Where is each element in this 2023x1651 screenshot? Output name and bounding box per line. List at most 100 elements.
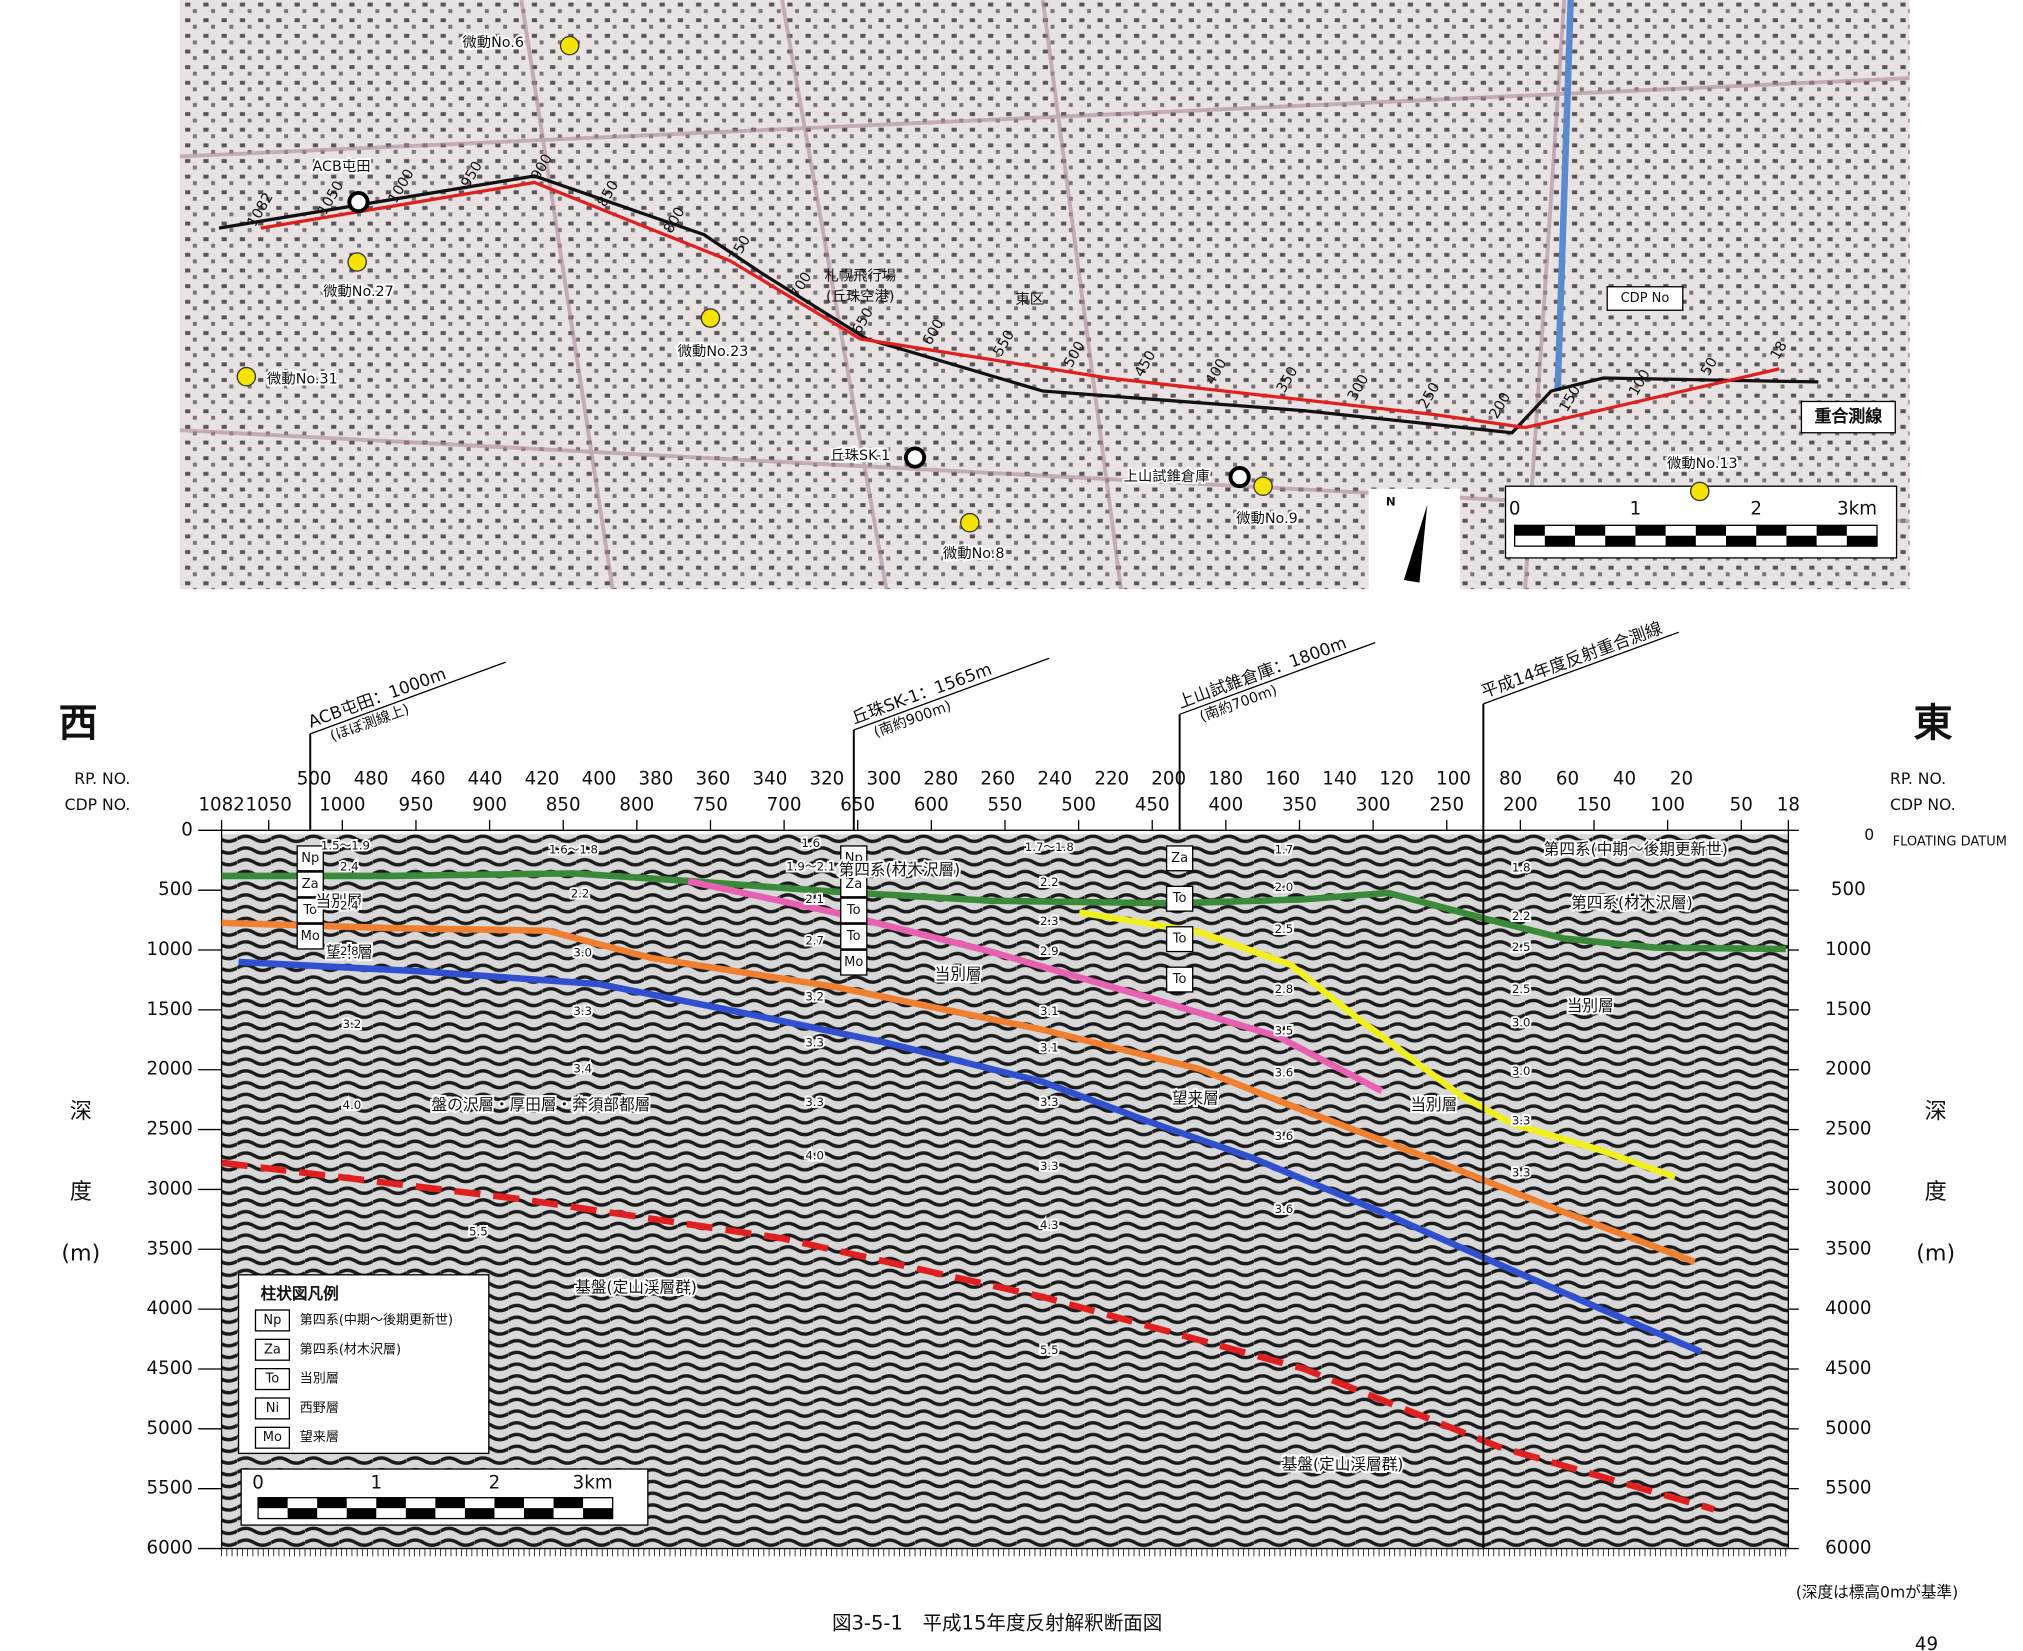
horizon-orange xyxy=(221,919,1696,1265)
layer-label: 基盤(定山渓層群) xyxy=(1282,1455,1404,1474)
rp-label: RP. NO. xyxy=(1890,769,1946,788)
velocity-label: 2.1 xyxy=(805,892,824,906)
velocity-label: 2.2 xyxy=(1040,875,1059,889)
layer-label: 第四系(中期～後期更新世) xyxy=(1544,839,1728,858)
cdp-tick-label: 750 xyxy=(693,795,728,816)
cdp-tick-label: 550 xyxy=(988,795,1023,816)
scale-cell xyxy=(346,1508,377,1519)
scale-cell xyxy=(1635,525,1666,536)
depth-tick-label: 1500 xyxy=(1825,999,1871,1020)
legend-code-box xyxy=(254,1397,291,1420)
scale-label: 3km xyxy=(1837,499,1877,520)
layer-label: 当別層 xyxy=(935,965,982,984)
line-name-box xyxy=(1800,400,1896,434)
column-cell xyxy=(840,845,868,872)
layer-label: 第四系(材木沢層) xyxy=(1571,893,1693,912)
cdp-tick-label: 350 xyxy=(1282,795,1317,816)
velocity-label: 2.2 xyxy=(1512,909,1531,923)
velocity-label: 2.9 xyxy=(1040,944,1059,958)
legend-label: 西野層 xyxy=(300,1401,339,1416)
basement-top xyxy=(221,1159,1715,1513)
microtremor-label: 微動No.13 xyxy=(1667,455,1738,472)
scale-cell xyxy=(523,1508,554,1519)
layer-label: 望来層 xyxy=(326,942,373,961)
rp-tick-label: 100 xyxy=(1436,768,1471,789)
column-code: Mo xyxy=(301,929,320,944)
velocity-label: 3.3 xyxy=(805,1035,824,1049)
scale-cell xyxy=(317,1497,347,1509)
scale-label: 2 xyxy=(489,1472,501,1493)
microtremor-label: 微動No.9 xyxy=(1236,510,1298,527)
depth-tick-label: 5500 xyxy=(1825,1478,1871,1499)
rp-tick-label: 80 xyxy=(1499,768,1522,789)
rp-tick-label: 460 xyxy=(411,768,446,789)
depth-tick-label: 4500 xyxy=(147,1358,193,1379)
velocity-label: 2.0 xyxy=(1275,880,1294,894)
depth-tick-label: 4500 xyxy=(1825,1358,1871,1379)
cdp-tick-label: 300 xyxy=(1356,795,1391,816)
rp-tick-label: 300 xyxy=(866,768,901,789)
cdp-tick-label: 200 xyxy=(1503,795,1538,816)
velocity-label: 3.0 xyxy=(573,945,592,959)
rp-tick-label: 60 xyxy=(1556,768,1579,789)
column-code: Za xyxy=(1171,851,1188,866)
depth-tick-label: 3500 xyxy=(1825,1238,1871,1259)
microtremor-marker xyxy=(1253,476,1273,496)
rp-tick-label: 140 xyxy=(1322,768,1357,789)
column-cell xyxy=(840,897,868,924)
rp-tick-label: 200 xyxy=(1151,768,1186,789)
well-underline xyxy=(853,657,1050,731)
legend-code: To xyxy=(265,1372,280,1387)
velocity-label: 3.6 xyxy=(1275,1129,1294,1143)
rp-tick-label: 180 xyxy=(1208,768,1243,789)
column-cell xyxy=(1165,845,1194,872)
cdp-tick-label: 50 xyxy=(1730,795,1753,816)
scale-cell xyxy=(1575,525,1606,536)
depth-axis-label: (m) xyxy=(1916,1240,1955,1266)
cdp-label: CDP NO. xyxy=(65,795,131,814)
layer-label: 当別層 xyxy=(315,892,362,911)
depth-tick-label: 2500 xyxy=(147,1119,193,1140)
column-cell xyxy=(296,871,324,898)
column-code: To xyxy=(1172,891,1187,906)
velocity-label: 3.6 xyxy=(1275,1065,1294,1079)
rp-tick-label: 440 xyxy=(468,768,503,789)
well-underline xyxy=(310,661,506,735)
velocity-label: 3.3 xyxy=(1040,1159,1059,1173)
depth-tick-label: 5000 xyxy=(1825,1418,1871,1439)
velocity-label: 5.5 xyxy=(469,1224,488,1238)
legend-code-box xyxy=(254,1309,291,1332)
scale-cell xyxy=(1544,535,1576,547)
microtremor-marker xyxy=(1689,481,1710,502)
scale-label: 1 xyxy=(370,1472,382,1493)
velocity-label: 2.4 xyxy=(340,898,359,912)
velocity-label: 3.0 xyxy=(1512,1016,1531,1030)
rp-tick-label: 280 xyxy=(923,768,958,789)
velocity-label: 3.2 xyxy=(343,1017,362,1031)
legend-code-box xyxy=(254,1426,291,1449)
rp-tick-label: 400 xyxy=(582,768,617,789)
cdp-label: CDP NO. xyxy=(1890,795,1956,814)
column-cell xyxy=(840,923,868,950)
rp-tick-label: 240 xyxy=(1037,768,1072,789)
rp-tick-label: 220 xyxy=(1094,768,1129,789)
velocity-label: 2.5 xyxy=(1512,982,1531,996)
depth-tick-label: 1500 xyxy=(147,999,193,1020)
velocity-label: 2.3 xyxy=(1040,914,1059,928)
scale-cell xyxy=(1514,525,1545,536)
cdp-tick-label: 400 xyxy=(1208,795,1243,816)
north-needle xyxy=(1403,504,1428,583)
velocity-label: 3.4 xyxy=(573,1061,592,1075)
depth-tick-label: 6000 xyxy=(147,1538,193,1559)
horizon-yellow xyxy=(1078,909,1677,1181)
column-cell xyxy=(296,897,324,924)
rp-tick-label: 160 xyxy=(1265,768,1300,789)
depth-axis-label: 深 xyxy=(1925,1098,1947,1124)
scale-cell xyxy=(494,1497,524,1509)
velocity-label: 3.1 xyxy=(1040,1004,1059,1018)
depth-tick-label: 3000 xyxy=(1825,1178,1871,1199)
east-label: 東 xyxy=(1914,702,1953,747)
rp-tick-label: 320 xyxy=(809,768,844,789)
velocity-label: 3.3 xyxy=(1040,1095,1059,1109)
velocity-label: 2.7 xyxy=(805,934,824,948)
